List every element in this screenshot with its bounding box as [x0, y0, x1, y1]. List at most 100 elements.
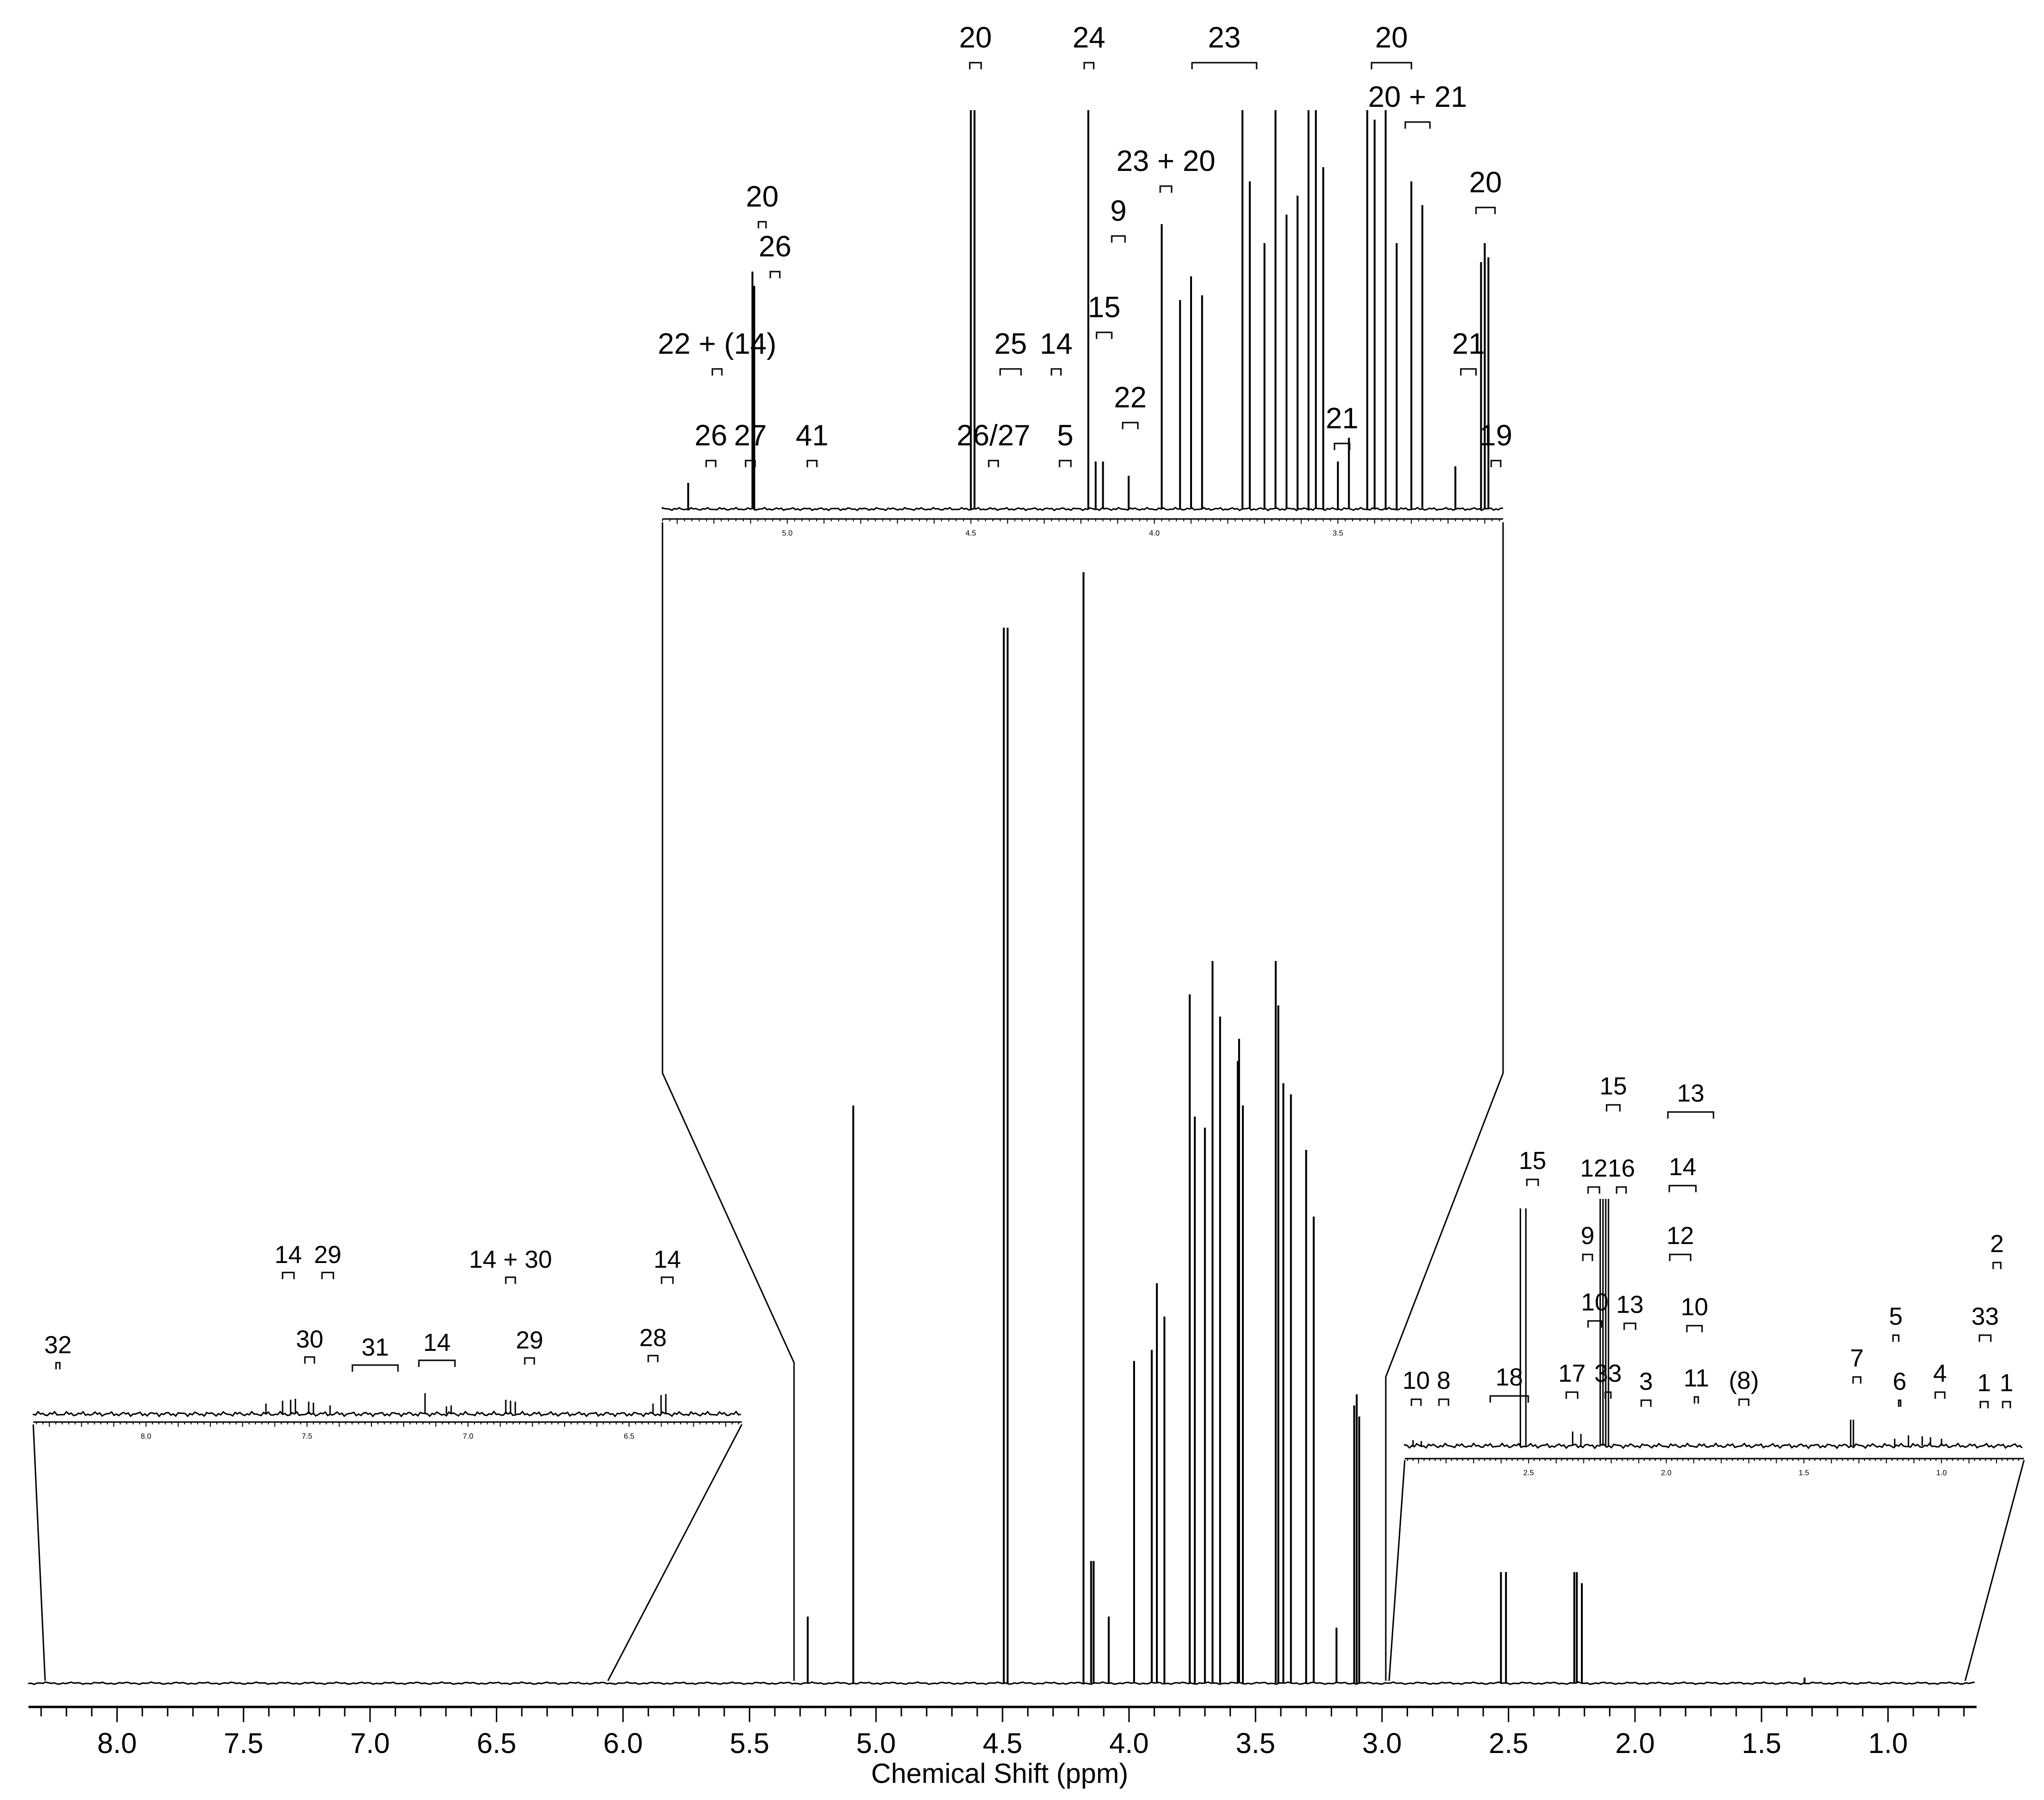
assignment-bracket [806, 460, 818, 467]
assignment-bracket [1404, 121, 1431, 129]
assignment-bracket [969, 62, 982, 69]
peak-assignment-label: 6 [1893, 1368, 1907, 1395]
x-tick-label: 5.0 [856, 1727, 896, 1759]
assignment-bracket [1587, 1186, 1600, 1194]
assignment-bracket [1490, 460, 1502, 467]
top-zoom-connector [662, 522, 795, 1681]
assignment-bracket [1191, 62, 1258, 69]
peak-assignment-label: 1 [2000, 1369, 2014, 1397]
assignment-bracket [1852, 1376, 1862, 1384]
assignment-bracket [351, 1364, 399, 1372]
inset-tick-label: 8.0 [141, 1432, 151, 1441]
assignment-bracket [1667, 1111, 1714, 1119]
x-tick-label: 3.5 [1236, 1727, 1275, 1759]
peak-assignment-label: 21 [1326, 402, 1359, 435]
assignment-bracket [55, 1362, 61, 1369]
assignment-bracket [647, 1355, 659, 1362]
peak-assignment-label: 26 [695, 419, 728, 452]
peak-assignment-label: 20 [1375, 21, 1408, 54]
assignment-bracket [1438, 1398, 1449, 1406]
assignment-bracket [1111, 235, 1126, 243]
x-tick-label: 4.0 [1109, 1727, 1149, 1759]
x-tick-label: 6.0 [603, 1727, 643, 1759]
top-inset-annotations: 20 24 23 20 20 + 21 23 + 20 20 9 20 26 15 22 + (14)… [658, 21, 1512, 467]
inset-tick-label: 4.5 [965, 529, 976, 537]
peak-assignment-label: 33 [1971, 1303, 1999, 1330]
peak-assignment-label: (8) [1729, 1367, 1759, 1395]
assignment-bracket [1410, 1398, 1422, 1406]
inset-tick-label: 6.5 [624, 1432, 634, 1441]
peak-assignment-label: 25 [994, 328, 1027, 360]
inset-tick-label: 3.5 [1333, 529, 1343, 537]
assignment-bracket [1668, 1185, 1697, 1192]
assignment-bracket [505, 1276, 516, 1284]
assignment-bracket [1059, 460, 1072, 467]
assignment-bracket [1565, 1391, 1579, 1399]
assignment-bracket [1623, 1322, 1637, 1330]
peak-assignment-label: 23 + 20 [1117, 145, 1216, 178]
assignment-bracket [999, 368, 1022, 376]
right-zoom-connector-2 [1964, 1460, 2025, 1681]
x-tick-label: 1.5 [1741, 1727, 1781, 1759]
peak-assignment-label: 9 [1581, 1222, 1595, 1250]
peak-assignment-label: 20 [959, 21, 992, 54]
right-inset-trace [1404, 1442, 2023, 1450]
peak-assignment-label: 22 [1114, 381, 1147, 414]
assignment-bracket [1992, 1262, 2002, 1269]
inset-aromatic-region: 8.0 7.5 7.0 6.5 32 14 29 30 31 14 14 + 30 29 14 28 [32, 1241, 742, 1441]
x-tick-label: 4.5 [983, 1727, 1022, 1759]
peak-assignment-label: 14 + 30 [469, 1246, 552, 1273]
main-x-axis-ticks: 8.0 7.5 7.0 6.5 6.0 5.5 5.0 4.5 4.0 3.5 3.0 2.5 2.0 1… [40, 1707, 1965, 1759]
x-axis-title: Chemical Shift (ppm) [871, 1758, 1128, 1789]
peak-assignment-label: 14 [1040, 328, 1073, 360]
assignment-bracket [745, 460, 756, 467]
assignment-bracket [1898, 1399, 1902, 1407]
assignment-bracket [1606, 1104, 1621, 1112]
peak-assignment-label: 24 [1073, 21, 1106, 54]
assignment-bracket [1582, 1253, 1593, 1261]
assignment-bracket [2002, 1401, 2011, 1408]
assignment-bracket [1050, 368, 1062, 376]
x-tick-label: 2.5 [1489, 1727, 1528, 1759]
assignment-bracket [757, 221, 767, 228]
inset-tick-label: 1.5 [1798, 1469, 1809, 1477]
peak-assignment-label: 15 [1519, 1147, 1546, 1175]
assignment-bracket [1669, 1253, 1692, 1261]
peak-assignment-label: 10 [1581, 1289, 1609, 1316]
assignment-bracket [1371, 62, 1412, 69]
peak-assignment-label: 14 [653, 1246, 681, 1273]
inset-tick-label: 7.0 [463, 1432, 473, 1441]
inset-tick-label: 7.5 [302, 1432, 312, 1441]
peak-assignment-label: 12 [1580, 1155, 1608, 1182]
peak-assignment-label: 14 [1669, 1153, 1696, 1181]
peak-assignment-label: 5 [1889, 1303, 1903, 1330]
peak-assignment-label: 33 [1594, 1360, 1622, 1387]
assignment-bracket [524, 1357, 535, 1365]
inset-tick-label: 5.0 [782, 529, 793, 537]
left-inset-trace [32, 1410, 741, 1418]
peak-assignment-label: 26/27 [956, 419, 1030, 452]
right-zoom-connector [1388, 1460, 1406, 1681]
peak-assignment-label: 19 [1480, 419, 1513, 452]
peak-assignment-label: 4 [1933, 1360, 1947, 1387]
peak-assignment-label: 13 [1677, 1080, 1704, 1107]
x-tick-label: 2.0 [1615, 1727, 1655, 1759]
x-tick-label: 7.5 [224, 1727, 263, 1759]
peak-assignment-label: 7 [1850, 1345, 1864, 1372]
assignment-bracket [1604, 1391, 1612, 1399]
peak-assignment-label: 26 [759, 230, 792, 263]
top-inset-ticks: 5.0 4.5 4.0 3.5 [662, 519, 1500, 537]
x-tick-label: 3.0 [1362, 1727, 1401, 1759]
assignment-bracket [1979, 1401, 1989, 1408]
assignment-bracket [1096, 331, 1113, 339]
x-tick-label: 5.5 [730, 1727, 769, 1759]
peak-assignment-label: 31 [361, 1334, 389, 1361]
inset-tick-label: 1.0 [1936, 1469, 1947, 1477]
inset-tick-label: 4.0 [1149, 529, 1160, 537]
peak-assignment-label: 28 [639, 1324, 667, 1352]
zoom-connectors [32, 522, 2025, 1681]
assignment-bracket [1334, 443, 1351, 450]
x-tick-label: 8.0 [97, 1727, 137, 1759]
peak-assignment-label: 1 [1978, 1369, 1991, 1397]
